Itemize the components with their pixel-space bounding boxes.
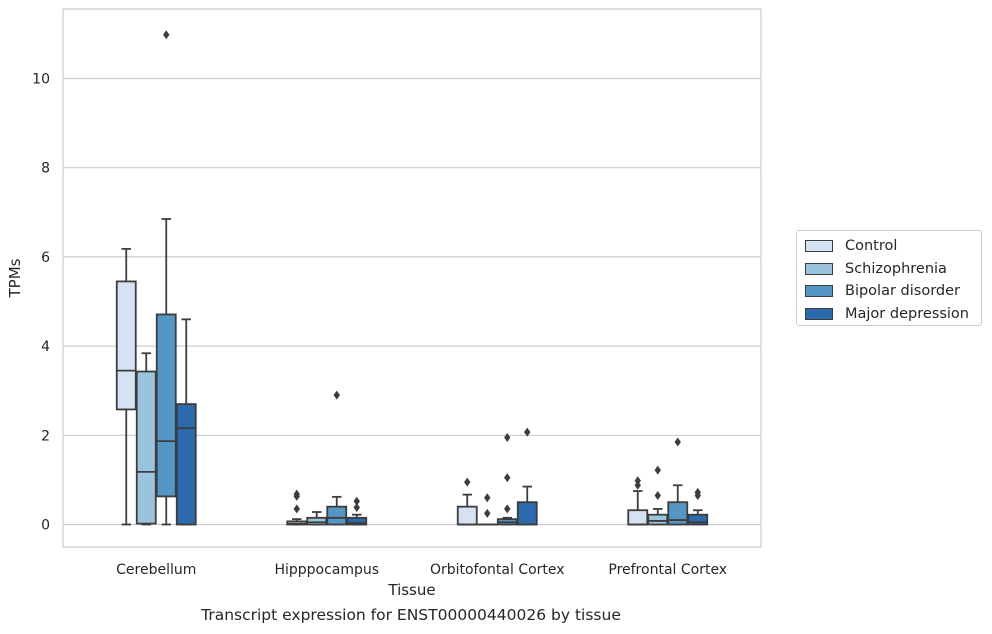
box-major-depression: [687, 487, 709, 526]
y-tick-label: 2: [41, 428, 50, 444]
box-bipolar-disorder: [155, 30, 177, 526]
box-bipolar-disorder: [667, 437, 689, 526]
outlier-point: [163, 30, 170, 40]
outlier-point: [333, 390, 340, 400]
legend-label: Control: [845, 238, 898, 255]
outlier-point: [504, 473, 511, 483]
y-axis-label: TPMs: [6, 258, 24, 298]
y-tick-label: 6: [41, 250, 50, 266]
legend-item: Schizophrenia: [805, 258, 981, 281]
box-control: [456, 477, 478, 526]
box-control: [115, 247, 137, 526]
legend-item: Control: [805, 235, 981, 258]
legend-item: Major depression: [805, 303, 981, 326]
box-major-depression: [175, 318, 197, 526]
x-tick-labels: Cerebellum Hipppocampus Orbitofontal Corte…: [116, 562, 727, 578]
x-tick-label: Hipppocampus: [274, 562, 379, 578]
y-tick-label: 10: [32, 72, 50, 88]
box-body: [647, 513, 669, 526]
outlier-point: [504, 433, 511, 443]
box-schizophrenia: [306, 511, 328, 526]
box-body: [667, 501, 689, 526]
box-control: [627, 476, 649, 526]
legend-swatch: [805, 307, 833, 320]
outlier-point: [504, 504, 511, 514]
outlier-point: [484, 508, 491, 518]
outlier-point: [293, 504, 300, 514]
y-tick-label: 0: [41, 518, 50, 534]
outlier-point: [293, 489, 300, 499]
box-body: [687, 513, 709, 526]
box-bipolar-disorder: [496, 433, 518, 526]
outlier-point: [353, 503, 360, 513]
legend: Control Schizophrenia Bipolar disorder Majo…: [796, 230, 982, 326]
outlier-point: [634, 476, 641, 486]
legend-label: Schizophrenia: [845, 260, 947, 277]
x-tick-label: Prefrontal Cortex: [608, 562, 727, 578]
x-axis-label: Tissue: [387, 581, 435, 599]
box-major-depression: [516, 427, 538, 526]
legend-swatch: [805, 285, 833, 298]
chart-caption: Transcript expression for ENST0000044002…: [201, 606, 621, 624]
box-body: [115, 280, 137, 411]
box-schizophrenia: [647, 465, 669, 526]
box-body: [306, 516, 328, 526]
outlier-point: [464, 477, 471, 487]
box-body: [155, 313, 177, 498]
box-body: [456, 505, 478, 526]
box-schizophrenia: [476, 493, 498, 526]
legend-label: Bipolar disorder: [845, 283, 960, 300]
legend-label: Major depression: [845, 305, 969, 322]
y-tick-label: 4: [41, 339, 50, 355]
box-body: [346, 516, 368, 526]
outlier-point: [353, 496, 360, 506]
box-body: [516, 501, 538, 526]
box-schizophrenia: [135, 352, 157, 526]
box-bipolar-disorder: [326, 390, 348, 526]
x-tick-label: Orbitofontal Cortex: [430, 562, 565, 578]
outlier-point: [654, 465, 661, 475]
y-tick-labels: 0 2 4 6 8 10: [32, 72, 50, 534]
outlier-point: [674, 437, 681, 447]
legend-item: Bipolar disorder: [805, 280, 981, 303]
x-tick-label: Cerebellum: [116, 562, 196, 578]
outlier-point: [694, 487, 701, 497]
y-tick-label: 8: [41, 161, 50, 177]
box-body: [627, 509, 649, 526]
box-body: [326, 505, 348, 526]
outlier-point: [654, 491, 661, 501]
box-major-depression: [346, 496, 368, 526]
legend-swatch: [805, 262, 833, 275]
box-control: [286, 489, 308, 526]
legend-swatch: [805, 240, 833, 253]
box-body: [175, 403, 197, 526]
outlier-point: [484, 493, 491, 503]
outlier-point: [524, 427, 531, 437]
box-body: [135, 370, 157, 525]
boxes-layer: [115, 30, 709, 526]
